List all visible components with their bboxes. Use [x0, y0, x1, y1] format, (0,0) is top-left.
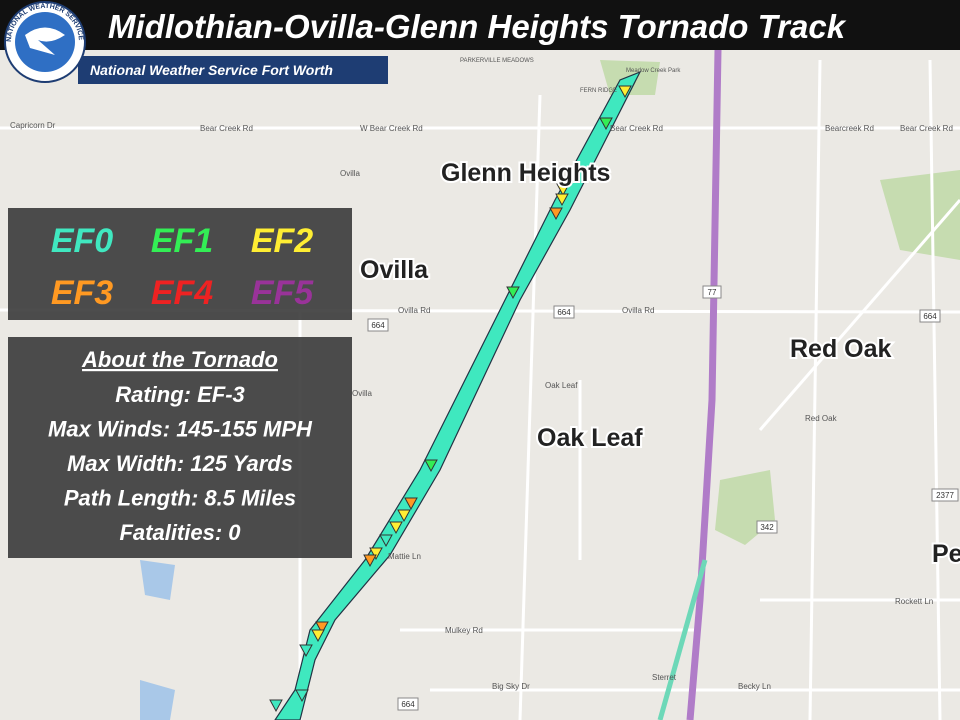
shield-label: 664 — [923, 312, 937, 321]
street-labels: Bear Creek Rd W Bear Creek Rd Bear Creek… — [10, 58, 953, 691]
place-label: Oak Leaf — [537, 424, 643, 452]
info-heading: About the Tornado — [81, 347, 278, 372]
shield-label: 664 — [557, 308, 571, 317]
street-label: Ovilla Rd — [398, 306, 430, 315]
legend-label: EF3 — [51, 274, 113, 312]
highway — [657, 559, 708, 720]
street-label: Big Sky Dr — [492, 682, 530, 691]
street-label: Bear Creek Rd — [900, 124, 953, 133]
info-line: Fatalities: 0 — [119, 520, 241, 545]
place-labels: Glenn Heights Ovilla Red Oak Oak Leaf Pe — [358, 157, 960, 570]
legend-label: EF1 — [151, 222, 213, 260]
street-label: Oak Leaf — [545, 381, 578, 390]
place-label: Red Oak — [790, 335, 892, 363]
street-label: Ovilla — [340, 169, 361, 178]
title-band — [0, 0, 960, 50]
subtitle: National Weather Service Fort Worth — [90, 62, 333, 78]
shield-label: 664 — [401, 700, 415, 709]
interstate — [686, 49, 722, 720]
street-label: Capricorn Dr — [10, 121, 56, 130]
legend: EF0 EF1 EF2 EF3 EF4 EF5 — [51, 222, 314, 312]
subtitle-band — [78, 56, 388, 84]
street-label: W Bear Creek Rd — [360, 124, 423, 133]
legend-label: EF4 — [151, 274, 213, 312]
damage-points — [269, 85, 632, 713]
info-line: Path Length: 8.5 Miles — [64, 486, 296, 511]
info-box — [8, 337, 352, 558]
place-label: Ovilla — [360, 256, 429, 284]
legend-label: EF0 — [51, 222, 113, 260]
highway-shields: 664 664 77 664 342 2377 664 — [367, 285, 959, 711]
info-lines: Rating: EF-3 Max Winds: 145-155 MPH Max Wi… — [48, 382, 313, 545]
street-label: FERN RIDGE — [580, 88, 617, 94]
street-label: Mattie Ln — [388, 552, 421, 561]
title: Midlothian-Ovilla-Glenn Heights Tornado … — [108, 8, 847, 45]
street-label: Bearcreek Rd — [825, 124, 874, 133]
street-label: Rockett Ln — [895, 597, 933, 606]
shield-label: 77 — [708, 288, 717, 297]
shield-label: 2377 — [936, 491, 954, 500]
nws-logo: NATIONAL WEATHER SERVICE — [4, 1, 86, 83]
street-label: Ovilla — [352, 389, 373, 398]
info-line: Max Winds: 145-155 MPH — [48, 417, 313, 442]
street-label: Sterret — [652, 673, 677, 682]
info-line: Max Width: 125 Yards — [67, 451, 293, 476]
legend-label: EF2 — [251, 222, 313, 260]
street-label: Mulkey Rd — [445, 626, 483, 635]
info-line: Rating: EF-3 — [115, 382, 245, 407]
legend-label: EF5 — [251, 274, 314, 312]
shield-label: 342 — [760, 523, 774, 532]
street-label: Becky Ln — [738, 682, 771, 691]
legend-box — [8, 208, 352, 320]
shield-label: 664 — [371, 321, 385, 330]
street-label: Bear Creek Rd — [610, 124, 663, 133]
street-label: Red Oak — [805, 414, 838, 423]
street-label: Meadow Creek Park — [626, 68, 681, 74]
street-label: Bear Creek Rd — [200, 124, 253, 133]
street-label: PARKERVILLE MEADOWS — [460, 58, 534, 64]
place-label: Pe — [932, 540, 960, 568]
place-label: Glenn Heights — [441, 159, 610, 187]
street-label: Ovilla Rd — [622, 306, 654, 315]
